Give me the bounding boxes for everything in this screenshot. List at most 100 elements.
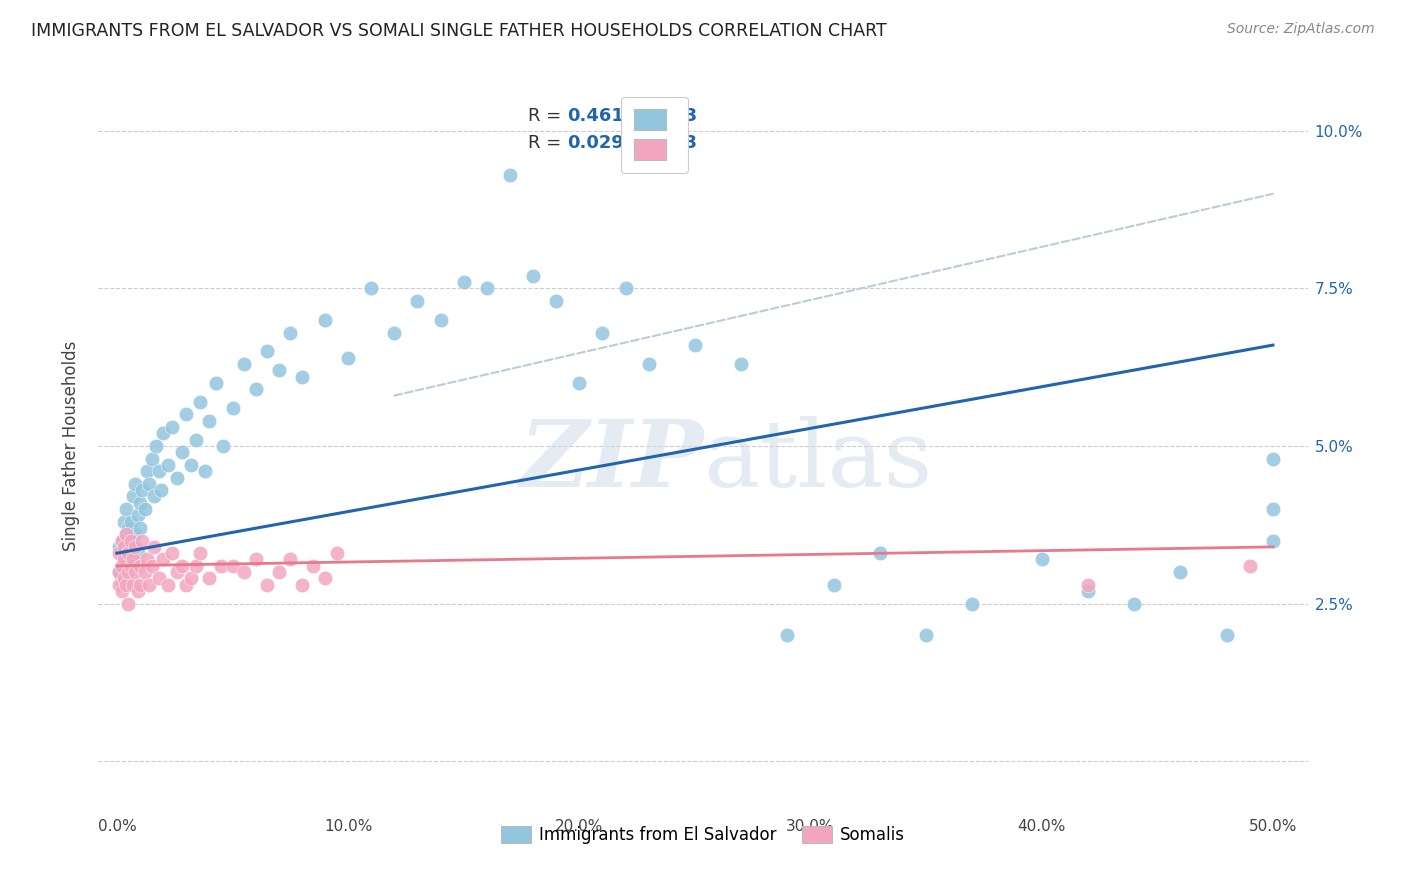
Point	[115, 527, 138, 541]
Point	[1077, 578, 1099, 592]
Point	[117, 546, 139, 560]
Point	[129, 496, 152, 510]
Point	[117, 521, 139, 535]
Point	[267, 565, 290, 579]
Point	[142, 540, 165, 554]
Point	[302, 558, 325, 573]
Point	[382, 326, 405, 340]
Point	[278, 326, 301, 340]
Point	[1170, 565, 1192, 579]
Point	[131, 533, 153, 548]
Point	[112, 540, 135, 554]
Point	[142, 490, 165, 504]
Point	[152, 552, 174, 566]
Point	[429, 313, 451, 327]
Point	[637, 357, 659, 371]
Text: Source: ZipAtlas.com: Source: ZipAtlas.com	[1227, 22, 1375, 37]
Point	[110, 558, 132, 573]
Point	[138, 476, 160, 491]
Point	[1077, 584, 1099, 599]
Point	[110, 584, 132, 599]
Point	[124, 476, 146, 491]
Text: N =: N =	[628, 106, 679, 125]
Point	[129, 558, 152, 573]
Point	[256, 578, 278, 592]
Point	[166, 470, 188, 484]
Point	[188, 395, 211, 409]
Point	[180, 571, 202, 585]
Point	[170, 558, 193, 573]
Text: R =: R =	[527, 106, 567, 125]
Point	[170, 445, 193, 459]
Point	[1239, 558, 1261, 573]
Point	[149, 483, 172, 497]
Point	[245, 382, 267, 396]
Point	[122, 533, 145, 548]
Point	[245, 552, 267, 566]
Point	[166, 565, 188, 579]
Point	[112, 571, 135, 585]
Text: 83: 83	[672, 106, 697, 125]
Point	[156, 578, 179, 592]
Point	[221, 558, 243, 573]
Point	[115, 571, 138, 585]
Legend: Immigrants from El Salvador, Somalis: Immigrants from El Salvador, Somalis	[495, 820, 911, 851]
Point	[278, 552, 301, 566]
Point	[112, 552, 135, 566]
Point	[152, 426, 174, 441]
Point	[115, 578, 138, 592]
Point	[136, 552, 159, 566]
Point	[129, 521, 152, 535]
Point	[108, 546, 131, 560]
Point	[184, 558, 207, 573]
Point	[138, 578, 160, 592]
Point	[124, 527, 146, 541]
Point	[205, 376, 228, 390]
Point	[120, 558, 142, 573]
Point	[115, 502, 138, 516]
Point	[141, 451, 163, 466]
Point	[127, 508, 149, 523]
Point	[212, 439, 235, 453]
Point	[499, 168, 522, 182]
Point	[314, 313, 336, 327]
Text: 53: 53	[672, 134, 697, 152]
Point	[730, 357, 752, 371]
Point	[110, 558, 132, 573]
Point	[614, 281, 637, 295]
Point	[112, 546, 135, 560]
Point	[131, 483, 153, 497]
Point	[117, 558, 139, 573]
Text: ZIP: ZIP	[519, 416, 703, 506]
Point	[1261, 533, 1284, 548]
Point	[117, 597, 139, 611]
Point	[291, 578, 314, 592]
Point	[174, 578, 197, 592]
Point	[122, 490, 145, 504]
Point	[174, 408, 197, 422]
Text: 0.029: 0.029	[568, 134, 624, 152]
Point	[209, 558, 232, 573]
Point	[546, 293, 568, 308]
Point	[522, 268, 544, 283]
Point	[188, 546, 211, 560]
Point	[120, 533, 142, 548]
Point	[591, 326, 613, 340]
Point	[110, 533, 132, 548]
Point	[117, 540, 139, 554]
Point	[148, 464, 170, 478]
Point	[683, 338, 706, 352]
Point	[325, 546, 347, 560]
Point	[291, 369, 314, 384]
Point	[134, 565, 156, 579]
Point	[194, 464, 217, 478]
Point	[221, 401, 243, 416]
Point	[1031, 552, 1053, 566]
Point	[915, 628, 938, 642]
Point	[256, 344, 278, 359]
Point	[112, 552, 135, 566]
Point	[108, 540, 131, 554]
Point	[314, 571, 336, 585]
Point	[141, 558, 163, 573]
Point	[162, 546, 184, 560]
